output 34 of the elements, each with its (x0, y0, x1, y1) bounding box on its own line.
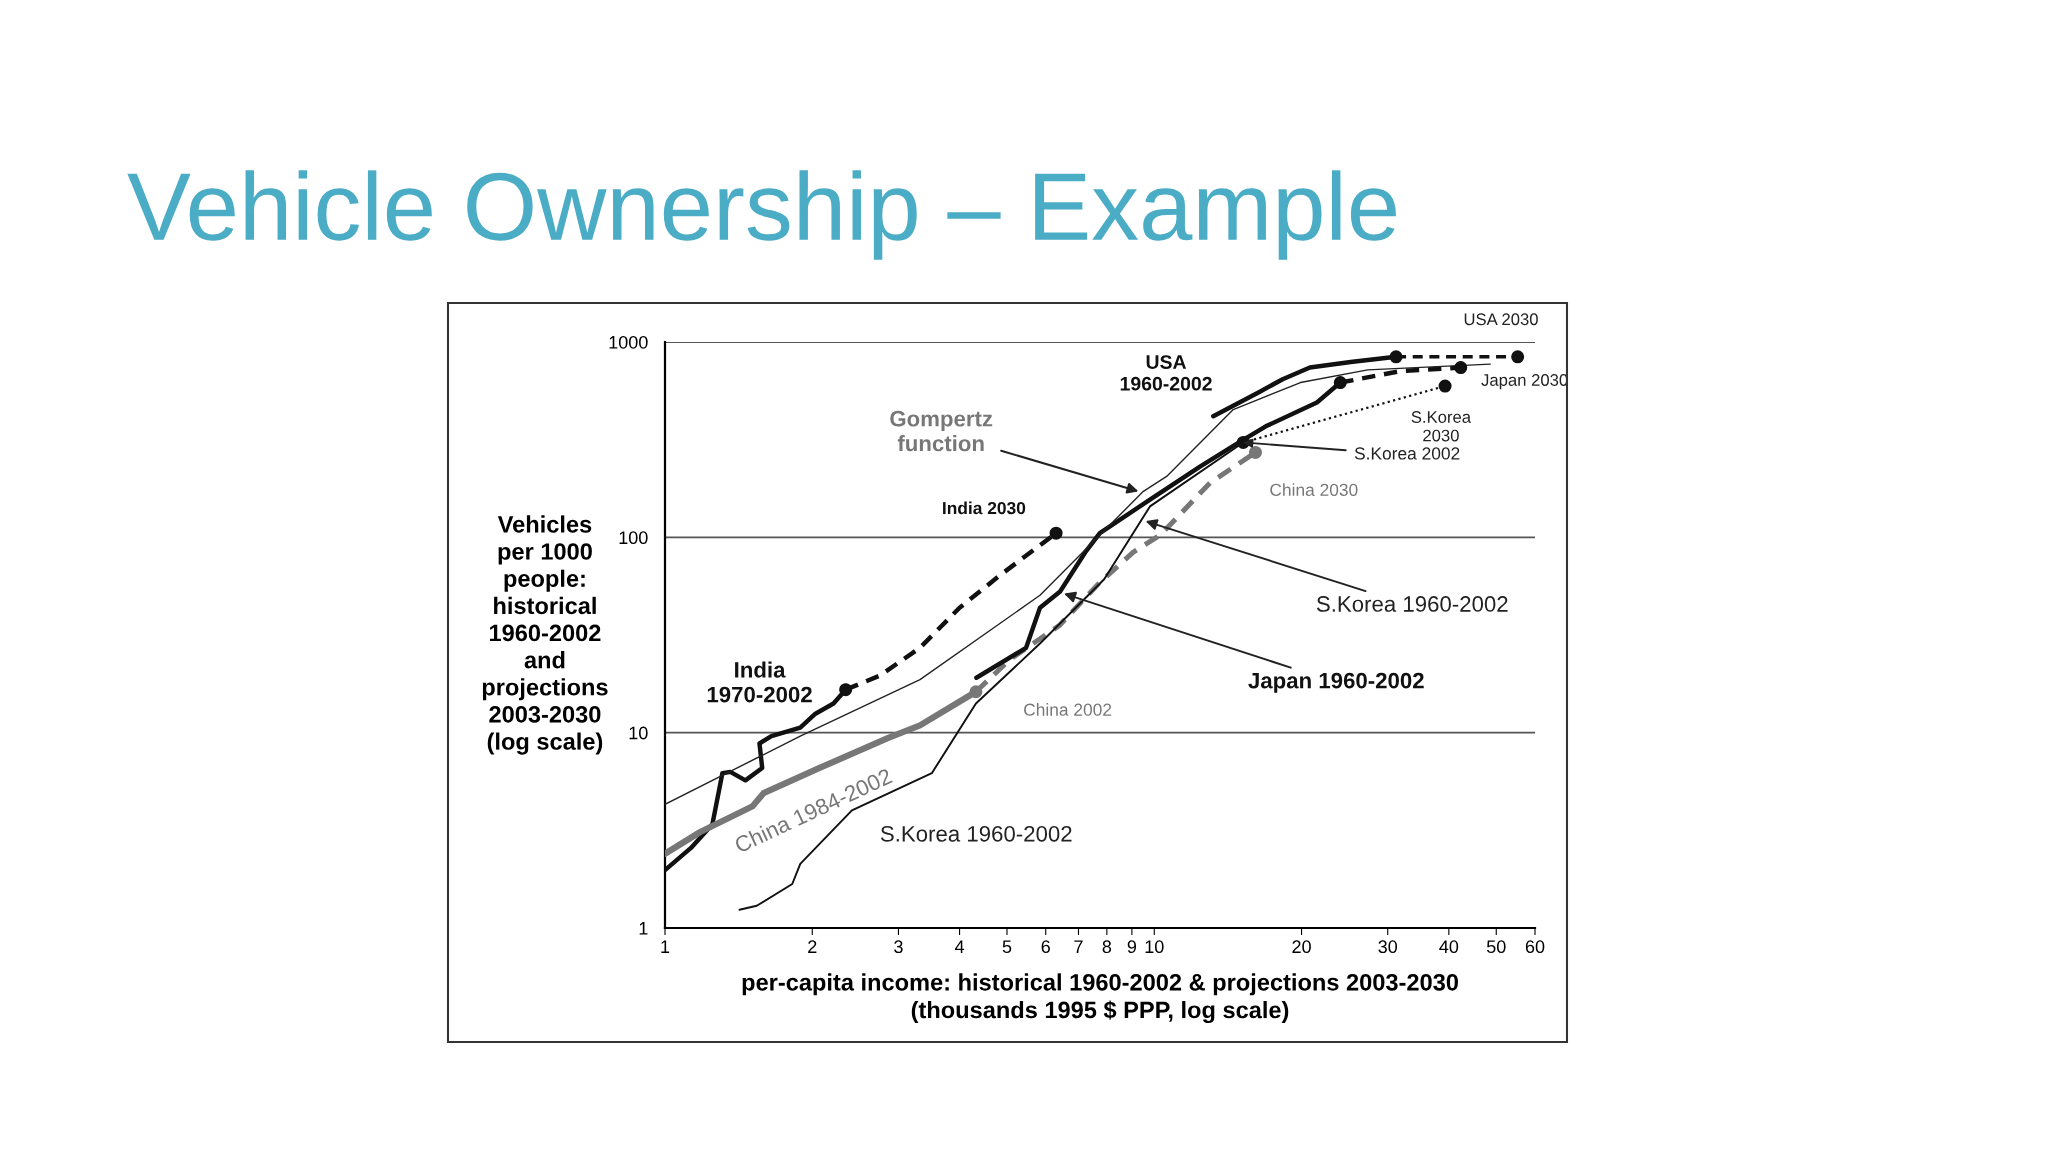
x-tick-label: 20 (1292, 940, 1311, 954)
x-tick-label: 8 (1102, 940, 1112, 954)
annotation: S.Korea 1960-2002 (1316, 596, 1508, 612)
annotation: S.Korea 2030 (1411, 411, 1472, 442)
annotation: India 2030 (943, 501, 1026, 515)
y-tick-label: 1000 (609, 335, 648, 349)
x-tick-label: 10 (1145, 940, 1164, 954)
y-tick-label: 100 (619, 531, 648, 545)
x-tick-label: 50 (1486, 940, 1506, 954)
x-tick-label: 60 (1525, 940, 1545, 954)
annotation: S.Korea 2002 (1354, 447, 1460, 460)
x-tick-label: 40 (1439, 940, 1459, 954)
annotation: S.Korea 1960-2002 (880, 825, 1072, 842)
x-tick-label: 7 (1074, 940, 1083, 953)
annotation: USA 2030 (1464, 313, 1538, 326)
y-tick-label: 10 (629, 726, 648, 740)
x-tick-label: 2 (808, 940, 817, 953)
annotation: India 1970-2002 (707, 661, 812, 703)
y-tick-label: 1 (639, 922, 648, 935)
x-tick-label: 3 (894, 940, 903, 954)
x-tick-label: 6 (1041, 940, 1050, 954)
annotation: Gompertz function (890, 410, 993, 452)
annotation: USA 1960-2002 (1120, 355, 1212, 391)
x-tick-label: 9 (1127, 940, 1137, 954)
x-tick-label: 30 (1378, 940, 1398, 954)
text: Vehicles per 1000 people: historical 1960-2002 and projections 2003-2030 (log scale) (482, 515, 608, 755)
annotation: China 2002 (1024, 703, 1112, 716)
chart-title: Vehicle Ownership – Example (127, 170, 1396, 260)
x-tick-label: 4 (954, 940, 965, 953)
annotation: China 2030 (1270, 483, 1358, 496)
x-tick-label: 1 (661, 940, 670, 953)
x-tick-label: 5 (1002, 940, 1012, 954)
annotation: Japan 1960-2002 (1248, 672, 1424, 693)
x-axis-title: per-capita income: historical 1960-2002 & projections 2003-2030 (thousands 1995 $ PPP, log scale) (742, 973, 1458, 1024)
